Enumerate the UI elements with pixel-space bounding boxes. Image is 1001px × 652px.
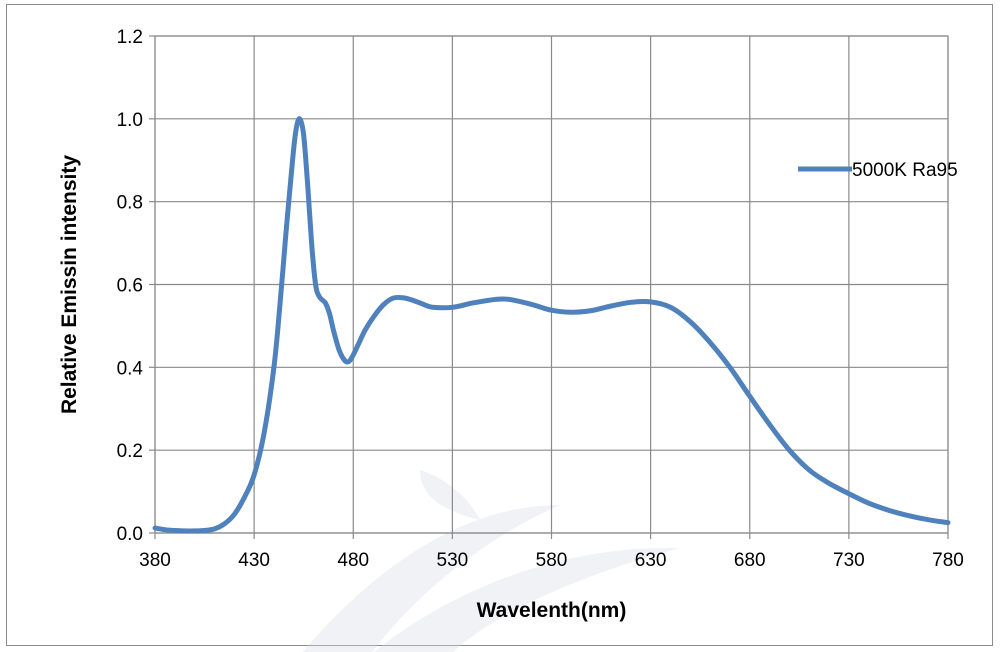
y-tick-label: 1.0 — [117, 110, 143, 131]
legend-label: 5000K Ra95 — [852, 160, 958, 181]
chart-frame — [6, 4, 993, 646]
y-tick-label: 0.2 — [117, 441, 143, 462]
x-tick-label: 580 — [536, 550, 568, 571]
watermark-swoosh-1 — [302, 505, 560, 652]
watermark-swoosh-2 — [373, 547, 680, 652]
x-tick-label: 380 — [139, 550, 171, 571]
gridlines — [154, 35, 949, 534]
series-line — [152, 116, 951, 534]
y-tick-label: 0.4 — [117, 358, 144, 379]
x-tick-label: 780 — [932, 550, 964, 571]
series-group — [152, 116, 951, 534]
y-tick-label: 0.0 — [117, 524, 143, 545]
y-tick-labels: 0.0 0.2 0.4 0.6 0.8 1.0 1.2 — [117, 27, 144, 545]
y-tick-label: 0.8 — [117, 193, 143, 214]
plot-area — [149, 35, 949, 539]
watermark-swoosh-3 — [420, 470, 480, 520]
y-axis-title: Relative Emissin intensity — [58, 155, 81, 414]
x-axis-title: Wavelenth(nm) — [477, 599, 627, 622]
legend: 5000K Ra95 — [798, 160, 958, 181]
x-tick-label: 730 — [833, 550, 865, 571]
x-tick-label: 680 — [734, 550, 766, 571]
x-tick-label: 430 — [238, 550, 270, 571]
x-tick-label: 480 — [337, 550, 369, 571]
x-tick-label: 530 — [437, 550, 469, 571]
y-tick-label: 1.2 — [117, 27, 143, 48]
watermark — [302, 470, 680, 652]
x-tick-label: 630 — [635, 550, 667, 571]
x-tick-labels: 380 430 480 530 580 630 680 730 780 — [139, 550, 964, 571]
y-tick-label: 0.6 — [117, 276, 143, 297]
